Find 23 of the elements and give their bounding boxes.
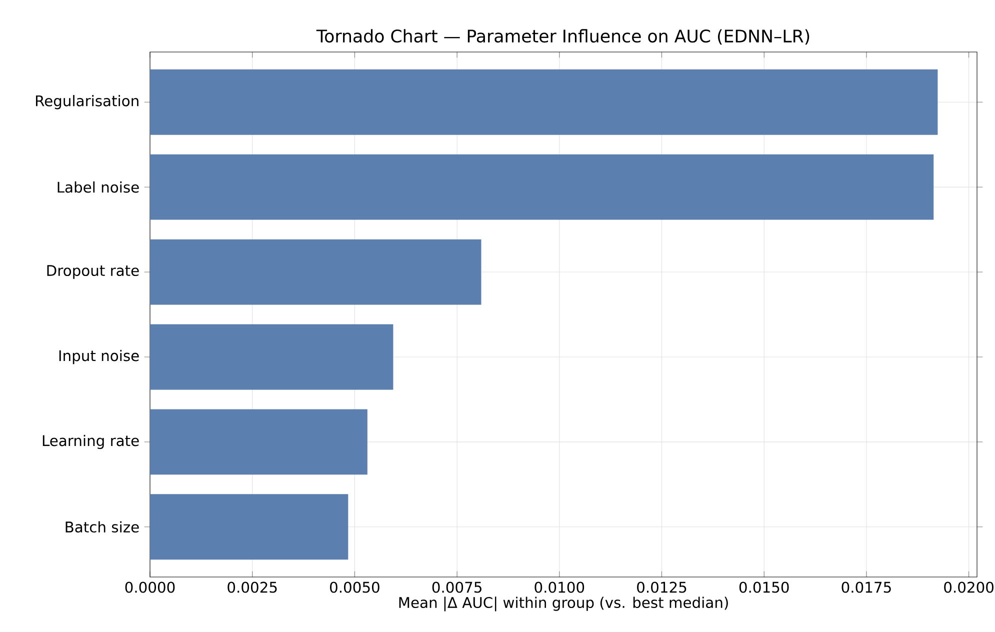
x-tick-label: 0.0175 — [842, 582, 891, 593]
bar — [150, 324, 394, 390]
chart-title: Tornado Chart — Parameter Influence on AUC (EDNN–LR) — [316, 29, 810, 45]
bar — [150, 154, 934, 220]
y-tick-label: Regularisation — [36, 95, 138, 110]
x-axis-title: Mean |Δ AUC| within group (vs. best median) — [399, 596, 728, 612]
x-tick-label: 0.0000 — [125, 582, 175, 593]
x-tick-label: 0.0025 — [228, 582, 277, 593]
x-tick-label: 0.0150 — [739, 582, 789, 593]
bar — [150, 239, 482, 305]
x-tick-label: 0.0075 — [432, 582, 482, 593]
y-tick-label: Dropout rate — [47, 265, 139, 279]
x-tick-label: 0.0050 — [330, 582, 380, 593]
y-tick-label: Batch size — [66, 521, 139, 533]
bar — [150, 69, 938, 135]
y-tick-label: Input noise — [59, 350, 139, 364]
y-tick-label: Label noise — [58, 181, 139, 193]
x-tick-label: 0.0200 — [944, 582, 994, 593]
x-tick-label: 0.0100 — [534, 582, 584, 593]
x-tick-label: 0.0125 — [637, 582, 686, 593]
y-tick-label: Learning rate — [42, 434, 139, 450]
bar — [150, 409, 368, 475]
bar — [150, 494, 348, 560]
